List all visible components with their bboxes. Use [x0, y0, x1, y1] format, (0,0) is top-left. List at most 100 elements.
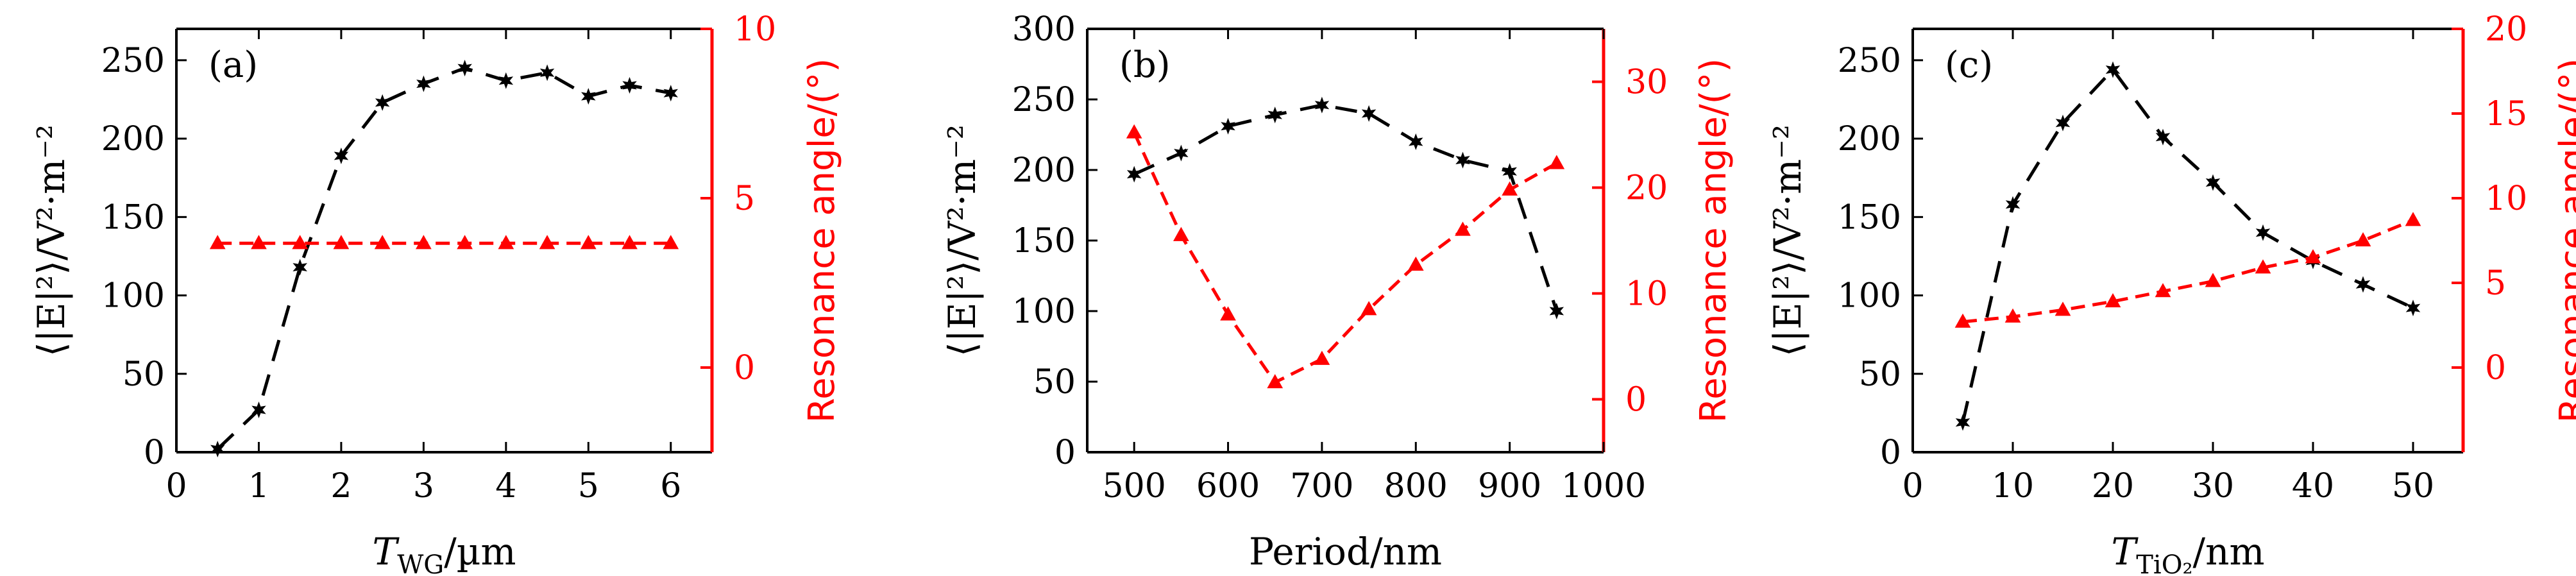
data-point-triangle	[251, 235, 267, 250]
y-left-tick-label: 150	[101, 198, 165, 237]
y-right-tick-label: 0	[2485, 349, 2506, 387]
data-point-star	[2205, 174, 2221, 191]
series-line	[1133, 103, 1559, 312]
y-left-tick-label: 50	[123, 355, 165, 394]
data-point-triangle	[1548, 155, 1565, 169]
data-point-star	[1361, 105, 1377, 122]
panel-label: (a)	[208, 44, 258, 86]
x-axis-label: TTiO₂/nm	[2112, 530, 2265, 576]
x-tick-label: 0	[165, 467, 187, 505]
data-point-star	[375, 94, 390, 111]
x-tick-label: 4	[495, 467, 516, 505]
x-tick-label: 20	[2092, 467, 2134, 505]
x-axis-label: Period/nm	[1249, 530, 1442, 573]
panel-label: (c)	[1945, 44, 1993, 86]
data-point-star	[539, 64, 555, 81]
y-left-tick-label: 250	[1838, 42, 1901, 80]
series-line	[1961, 67, 2414, 423]
x-tick-label: 10	[1992, 467, 2034, 505]
x-tick-label: 900	[1478, 467, 1541, 505]
series-resonance-angle	[1126, 124, 1565, 389]
x-tick-label: 3	[413, 467, 434, 505]
data-point-triangle	[663, 235, 679, 250]
x-axis-label-subscript: WG	[397, 550, 444, 576]
data-point-triangle	[2405, 212, 2421, 226]
y-right-tick-label: 5	[2485, 264, 2506, 303]
x-tick-label: 30	[2192, 467, 2234, 505]
data-point-triangle	[1407, 256, 1424, 271]
x-tick-label: 1000	[1561, 467, 1646, 505]
y-left-tick-label: 100	[1838, 277, 1901, 316]
data-point-triangle	[2355, 232, 2371, 247]
y-left-tick-label: 50	[1033, 363, 1076, 402]
x-axis-label-main: T	[373, 530, 400, 573]
y-right-tick-label: 5	[734, 180, 755, 218]
x-tick-label: 50	[2392, 467, 2434, 505]
x-tick-label: 6	[660, 467, 681, 505]
data-point-triangle	[1220, 306, 1236, 321]
data-point-triangle	[2004, 308, 2021, 323]
y-left-tick-label: 200	[1012, 151, 1076, 190]
data-point-star	[416, 75, 431, 92]
data-point-star	[334, 148, 349, 164]
x-tick-label: 2	[330, 467, 352, 505]
y-right-tick-label: 0	[734, 349, 755, 387]
data-point-star	[2005, 196, 2021, 213]
data-point-star	[1267, 106, 1282, 124]
data-point-triangle	[416, 235, 432, 250]
y-right-tick-label: 30	[1625, 64, 1668, 102]
y-right-tick-label: 10	[1625, 275, 1668, 314]
y-left-tick-label: 250	[101, 42, 165, 80]
y-right-tick-label: 10	[2485, 180, 2527, 218]
y-left-tick-label: 0	[1880, 434, 1901, 472]
series-field-intensity	[210, 60, 678, 458]
data-point-star	[2405, 300, 2421, 317]
data-point-triangle	[622, 235, 638, 250]
data-point-star	[2255, 224, 2271, 241]
x-tick-label: 600	[1196, 467, 1260, 505]
data-point-star	[2105, 61, 2121, 78]
data-point-star	[2055, 114, 2071, 131]
data-point-star	[663, 85, 678, 102]
data-point-triangle	[2305, 249, 2321, 264]
y-right-tick-label: 20	[1625, 169, 1668, 208]
y-left-tick-label: 200	[101, 120, 165, 158]
data-point-triangle	[1314, 350, 1330, 365]
x-tick-label: 500	[1103, 467, 1166, 505]
data-point-triangle	[2055, 301, 2071, 316]
series-resonance-angle	[209, 235, 679, 250]
y-right-tick-label: 15	[2485, 95, 2527, 133]
x-axis-label-unit: /nm	[2193, 530, 2265, 573]
y-right-axis-label: Resonance angle/(°)	[801, 58, 843, 423]
data-point-triangle	[580, 235, 597, 250]
data-point-triangle	[292, 235, 309, 250]
y-left-tick-label: 0	[1055, 434, 1076, 472]
y-left-tick-label: 50	[1859, 355, 1901, 394]
x-tick-label: 0	[1902, 467, 1923, 505]
data-point-triangle	[1954, 313, 1971, 328]
y-left-tick-label: 150	[1012, 222, 1076, 260]
y-left-tick-label: 250	[1012, 81, 1076, 119]
y-left-axis-label: ⟨|E|²⟩/V²·m⁻²	[30, 124, 73, 357]
data-point-star	[1126, 165, 1142, 183]
x-axis-label-main: Period/nm	[1249, 530, 1442, 573]
data-point-star	[1549, 303, 1564, 319]
series-line	[216, 66, 672, 450]
data-point-triangle	[209, 235, 226, 250]
data-point-star	[1221, 117, 1235, 135]
data-point-star	[1502, 163, 1517, 180]
series-line	[1132, 131, 1558, 385]
y-left-tick-label: 150	[1838, 198, 1901, 237]
data-point-star	[1174, 144, 1189, 162]
data-point-triangle	[457, 235, 473, 250]
data-point-star	[1955, 414, 1970, 431]
x-tick-label: 5	[578, 467, 599, 505]
data-point-triangle	[1126, 124, 1142, 139]
data-point-star	[2155, 128, 2171, 146]
y-right-tick-label: 0	[1625, 381, 1647, 419]
data-point-star	[1455, 151, 1470, 169]
y-right-tick-label: 20	[2485, 10, 2527, 49]
data-point-star	[581, 88, 596, 105]
data-point-triangle	[374, 235, 391, 250]
